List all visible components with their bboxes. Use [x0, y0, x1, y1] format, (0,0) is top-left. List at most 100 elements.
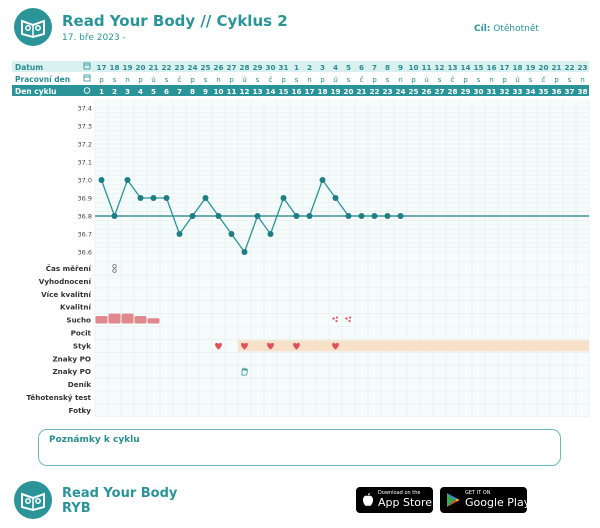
cycle-day-cell: 9: [203, 87, 208, 96]
cycle-day-cell: 13: [252, 87, 262, 96]
date-cell: 20: [538, 63, 548, 72]
cycle-day-cell: 15: [278, 87, 288, 96]
cycle-day-cell: 12: [239, 87, 249, 96]
cycle-day-cell: 33: [512, 87, 522, 96]
cycle-day-cell: 20: [343, 87, 353, 96]
cycle-day-cell: 27: [434, 87, 444, 96]
date-cell: 9: [398, 63, 403, 72]
temperature-point: [241, 249, 248, 255]
category-label: Vyhodnocení: [39, 277, 92, 286]
weekday-cell: p: [320, 75, 325, 84]
weekday-cell: ú: [333, 75, 338, 84]
cycle-day-cell: 1: [99, 87, 104, 96]
cycle-day-cell: 31: [486, 87, 496, 96]
cycle-day-cell: 4: [138, 87, 143, 96]
temperature-point: [202, 195, 209, 201]
temperature-point: [111, 213, 118, 219]
category-label: Deník: [68, 380, 91, 389]
temperature-point: [332, 195, 339, 201]
y-tick-label: 37.0: [78, 177, 92, 185]
weekday-cell: s: [347, 75, 351, 84]
date-cell: 29: [252, 63, 262, 72]
weekday-cell: p: [281, 75, 286, 84]
spotting-drop: [335, 316, 339, 319]
date-cell: 13: [447, 63, 457, 72]
date-cell: 19: [122, 63, 132, 72]
category-label: Pocit: [71, 328, 92, 337]
footer-brand-name: Read Your Body: [62, 486, 178, 501]
weekday-cell: p: [502, 75, 507, 84]
app-store-button[interactable]: Download on the App Store: [356, 487, 433, 513]
cycle-day-cell: 6: [164, 87, 169, 96]
page-title: Read Your Body // Cyklus 2: [62, 12, 288, 30]
category-label: Čas měření: [46, 264, 92, 273]
date-cell: 31: [278, 63, 288, 72]
date-cell: 19: [525, 63, 535, 72]
cycle-notes-label: Poznámky k cyklu: [49, 435, 140, 445]
goal-label: Cíl: Otěhotnět: [474, 24, 539, 34]
date-cell: 21: [551, 63, 561, 72]
footer-brand: Read Your Body RYB: [62, 486, 177, 516]
temperature-point: [150, 195, 157, 201]
app-store-big-text: App Store: [378, 496, 433, 509]
google-play-button[interactable]: GET IT ON Google Play: [440, 487, 531, 513]
cycle-day-cell: 23: [382, 87, 392, 96]
date-cell: 18: [109, 63, 119, 72]
heart-icon: [267, 342, 274, 350]
weekday-cell: p: [99, 75, 104, 84]
cycle-day-cell: 14: [265, 87, 275, 96]
styk-band: [238, 340, 589, 352]
y-tick-label: 37.2: [78, 141, 92, 149]
row-label-den-cyklu: Den cyklu: [15, 87, 57, 96]
cycle-day-cell: 22: [369, 87, 379, 96]
date-cell: 14: [460, 63, 470, 72]
date-cell: 17: [499, 63, 509, 72]
weekday-cell: s: [204, 75, 208, 84]
weekday-cell: s: [477, 75, 481, 84]
weekday-cell: n: [125, 75, 130, 84]
weekday-cell: n: [398, 75, 403, 84]
cycle-day-cell: 19: [330, 87, 340, 96]
temperature-point: [306, 213, 313, 219]
cycle-notes-box[interactable]: Poznámky k cyklu: [38, 429, 561, 466]
category-label: Těhotenský test: [26, 393, 91, 402]
weekday-cell: n: [307, 75, 312, 84]
clock-icon: [112, 264, 117, 269]
category-labels: Čas měření Vyhodnocení Více kvalitní Kvalit…: [26, 264, 91, 415]
date-cell: 27: [226, 63, 236, 72]
weekday-cell: s: [438, 75, 442, 84]
cycle-day-cell: 25: [408, 87, 418, 96]
app-logo: [14, 8, 52, 46]
category-label: Znaky PO: [52, 354, 91, 363]
bleeding-bar: [121, 313, 134, 324]
temperature-point: [189, 213, 196, 219]
google-play-big-text: Google Play: [465, 496, 531, 509]
spotting-drop: [345, 317, 348, 320]
cycle-day-cell: 8: [190, 87, 195, 96]
spotting-drop: [335, 319, 338, 323]
y-tick-label: 37.4: [78, 105, 92, 113]
app-store-small-text: Download on the: [378, 490, 421, 496]
datum-row-bg: [12, 61, 589, 72]
date-cell: 24: [187, 63, 197, 72]
heart-icon: [293, 342, 300, 350]
hand-icon: [241, 367, 248, 376]
weekday-cell: č: [360, 75, 364, 84]
footer-brand-short: RYB: [62, 501, 91, 516]
workday-calendar-icon: [83, 74, 91, 82]
cycle-chart: Datum Pracovní den Den cyklu 17p118s219n…: [12, 61, 590, 418]
bleeding-bar: [147, 318, 160, 324]
weekday-cell: n: [216, 75, 221, 84]
weekday-cell: p: [411, 75, 416, 84]
date-cell: 7: [372, 63, 377, 72]
cycle-day-cell: 29: [460, 87, 470, 96]
cycle-circle-icon: [83, 87, 91, 94]
y-tick-label: 36.6: [78, 249, 92, 257]
date-cell: 12: [434, 63, 444, 72]
cycle-day-cell: 35: [538, 87, 548, 96]
temperature-point: [345, 213, 352, 219]
temperature-point: [280, 195, 287, 201]
cycle-start-date: 17. bře 2023 -: [62, 33, 126, 43]
category-label: Fotky: [69, 406, 92, 415]
temperature-point: [98, 177, 105, 183]
